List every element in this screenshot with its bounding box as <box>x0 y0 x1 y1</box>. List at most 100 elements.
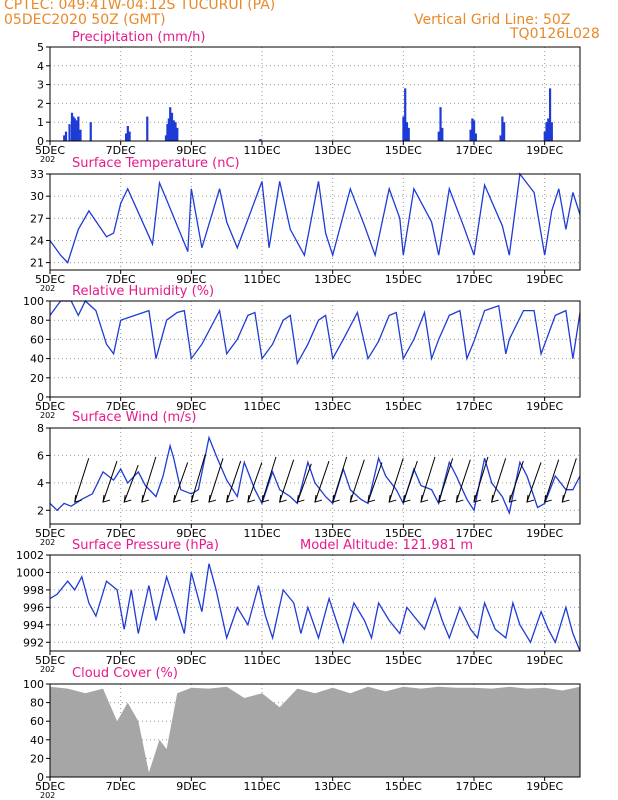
precip-bar <box>146 116 149 141</box>
precip-bar <box>128 131 131 141</box>
wind-arrow-head <box>332 494 340 503</box>
panel-title: Surface Temperature (nC) <box>72 156 240 171</box>
wind-arrow-head <box>123 494 132 503</box>
y-tick-label: 992 <box>23 636 44 649</box>
y-tick-label: 3 <box>37 79 44 92</box>
y-tick-label: 994 <box>23 619 44 632</box>
x-tick-label: 5DEC <box>35 654 65 667</box>
wind-arrow-head <box>420 494 429 503</box>
y-tick-label: 4 <box>37 477 44 490</box>
x-year-label: 202 <box>40 538 55 547</box>
x-tick-label: 19DEC <box>526 654 563 667</box>
precip-bar <box>441 127 444 141</box>
x-tick-label: 15DEC <box>385 144 422 157</box>
precip-bar <box>548 88 552 141</box>
x-tick-label: 9DEC <box>176 780 206 793</box>
precip-bar <box>167 118 170 141</box>
x-tick-label: 13DEC <box>314 400 351 413</box>
precip-bar <box>89 122 92 141</box>
x-tick-label: 19DEC <box>526 273 563 286</box>
x-tick-label: 7DEC <box>106 527 136 540</box>
x-tick-label: 15DEC <box>385 527 422 540</box>
wind-arrow-head <box>226 494 234 503</box>
y-tick-label: 6 <box>37 449 44 462</box>
y-tick-label: 0 <box>37 391 44 404</box>
plot-frame <box>49 46 581 142</box>
y-tick-label: 40 <box>30 734 44 747</box>
y-tick-label: 100 <box>23 678 44 691</box>
precip-bar <box>437 131 440 141</box>
precip-bar <box>471 118 474 141</box>
wind-arrow-head <box>314 494 323 503</box>
precip-bar <box>404 88 407 141</box>
wind-arrow <box>247 462 263 503</box>
wind-arrow-head <box>388 494 397 503</box>
wind-arrow <box>508 460 524 503</box>
x-tick-label: 7DEC <box>106 273 136 286</box>
precip-bar <box>164 135 168 141</box>
x-tick-label: 7DEC <box>106 400 136 413</box>
x-tick-label: 7DEC <box>106 780 136 793</box>
precip-bar <box>63 135 66 141</box>
y-tick-label: 24 <box>30 234 44 247</box>
wind-arrow <box>402 460 418 503</box>
model-id-label: TQ0126L028 <box>510 26 600 42</box>
x-tick-label: 17DEC <box>455 780 492 793</box>
y-tick-label: 20 <box>30 372 44 385</box>
wind-arrow <box>332 456 348 503</box>
precip-bar <box>405 122 409 141</box>
wind-arrow-head <box>279 494 287 503</box>
x-tick-label: 19DEC <box>526 400 563 413</box>
wind-arrow <box>544 459 560 503</box>
series-line <box>49 172 581 264</box>
x-year-label: 202 <box>40 284 55 293</box>
series-line <box>49 435 581 516</box>
x-tick-label: 5DEC <box>35 780 65 793</box>
wind-arrow-head <box>438 494 446 503</box>
x-tick-label: 13DEC <box>314 273 351 286</box>
wind-arrow <box>455 459 471 503</box>
x-tick-label: 11DEC <box>243 400 280 413</box>
x-year-label: 202 <box>40 155 55 164</box>
x-tick-label: 11DEC <box>243 527 280 540</box>
precip-bar <box>73 118 76 141</box>
wind-arrow <box>208 458 224 503</box>
wind-arrow <box>491 458 507 503</box>
y-tick-label: 20 <box>30 752 44 765</box>
precip-bar <box>439 107 442 141</box>
y-tick-label: 1000 <box>16 566 44 579</box>
precip-bar <box>166 124 169 141</box>
wind-arrow-head <box>491 494 499 503</box>
wind-arrow-head <box>208 494 217 503</box>
y-tick-label: 0 <box>37 771 44 784</box>
wind-arrow <box>173 462 189 503</box>
precip-bar <box>174 122 177 141</box>
precip-bar <box>402 116 405 141</box>
x-tick-label: 19DEC <box>526 144 563 157</box>
run-date-label: 05DEC2020 50Z (GMT) <box>4 12 166 28</box>
x-tick-label: 7DEC <box>106 654 136 667</box>
precip-bar <box>124 133 128 141</box>
wind-arrow <box>226 460 242 503</box>
x-tick-label: 7DEC <box>106 144 136 157</box>
panel-title: Cloud Cover (%) <box>72 666 178 681</box>
wind-arrow-head <box>473 494 482 503</box>
x-tick-label: 15DEC <box>385 273 422 286</box>
x-tick-label: 9DEC <box>176 144 206 157</box>
precip-bar <box>547 118 550 141</box>
precip-bar <box>503 122 506 141</box>
wind-arrow-head <box>561 494 570 503</box>
plot-frame <box>49 554 581 652</box>
x-year-label: 202 <box>40 411 55 420</box>
y-tick-label: 100 <box>23 295 44 308</box>
precip-bar <box>501 116 504 141</box>
x-tick-label: 17DEC <box>455 527 492 540</box>
wind-arrow-head <box>508 494 517 503</box>
x-year-label: 202 <box>40 791 55 800</box>
y-tick-label: 1 <box>37 116 44 129</box>
x-tick-label: 15DEC <box>385 400 422 413</box>
y-tick-label: 60 <box>30 715 44 728</box>
precip-bar <box>473 120 476 141</box>
x-tick-label: 17DEC <box>455 273 492 286</box>
x-tick-label: 13DEC <box>314 654 351 667</box>
